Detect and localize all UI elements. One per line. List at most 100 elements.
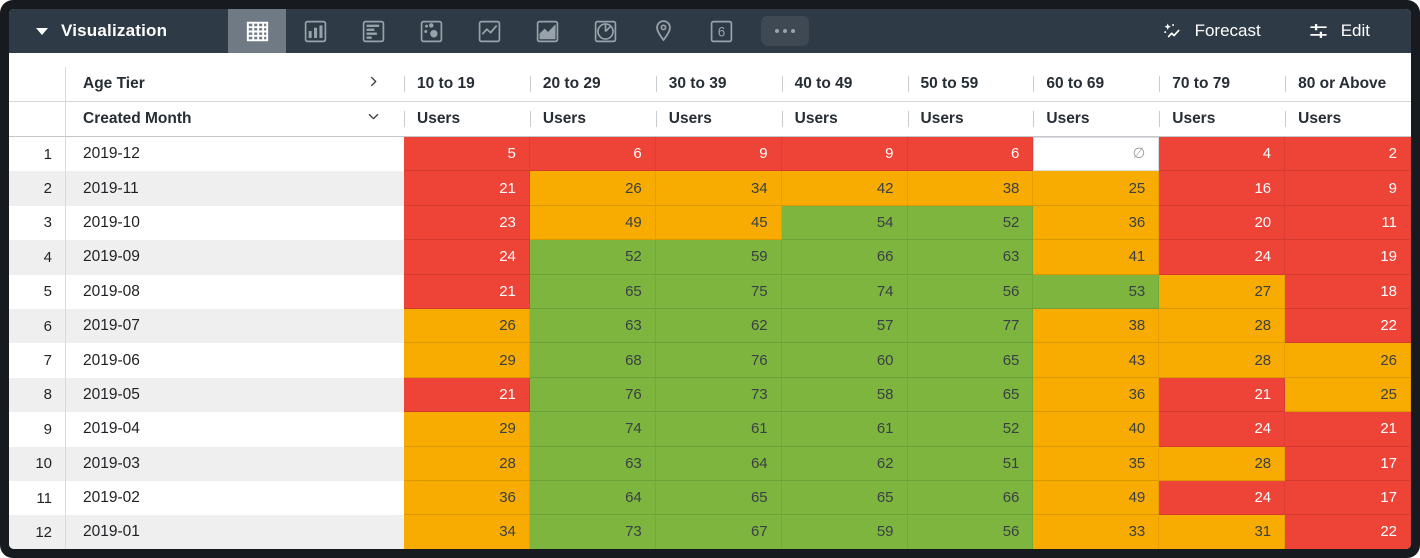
value-cell[interactable]: 74 xyxy=(529,412,656,447)
value-cell[interactable]: 52 xyxy=(907,205,1034,241)
viz-type-scatter-plot[interactable] xyxy=(402,9,460,53)
value-cell[interactable]: 64 xyxy=(655,446,782,481)
month-cell[interactable]: 2019-01 xyxy=(66,515,404,549)
value-cell[interactable]: 18 xyxy=(1285,274,1411,309)
value-cell[interactable]: 36 xyxy=(1033,377,1160,413)
value-cell[interactable]: 24 xyxy=(404,240,530,275)
value-cell[interactable]: 9 xyxy=(781,137,908,172)
value-cell[interactable]: 34 xyxy=(655,171,782,206)
value-cell[interactable]: 66 xyxy=(907,480,1034,516)
value-cell[interactable]: 58 xyxy=(781,377,908,413)
pivot-value-header[interactable]: 60 to 69 xyxy=(1033,67,1160,102)
pivot-value-header[interactable]: 50 to 59 xyxy=(907,67,1034,102)
value-cell[interactable]: 21 xyxy=(1285,412,1411,447)
value-cell[interactable]: 65 xyxy=(907,377,1034,413)
value-cell[interactable]: 40 xyxy=(1033,412,1160,447)
value-cell[interactable]: 59 xyxy=(655,240,782,275)
value-cell[interactable]: 73 xyxy=(655,377,782,413)
value-cell[interactable]: 9 xyxy=(1285,171,1411,206)
value-cell[interactable]: 20 xyxy=(1159,205,1286,241)
value-cell[interactable]: 57 xyxy=(781,308,908,344)
month-cell[interactable]: 2019-11 xyxy=(66,171,404,206)
value-cell[interactable]: 53 xyxy=(1033,274,1160,309)
measure-header[interactable]: Users xyxy=(1159,102,1286,137)
value-cell[interactable]: 73 xyxy=(529,515,656,549)
month-cell[interactable]: 2019-05 xyxy=(66,377,404,413)
value-cell[interactable]: 63 xyxy=(907,240,1034,275)
value-cell[interactable]: 33 xyxy=(1033,515,1160,549)
measure-header[interactable]: Users xyxy=(1285,102,1411,137)
pivot-value-header[interactable]: 70 to 79 xyxy=(1159,67,1286,102)
value-cell[interactable]: 36 xyxy=(404,480,530,516)
value-cell[interactable]: 52 xyxy=(907,412,1034,447)
value-cell[interactable]: 17 xyxy=(1285,446,1411,481)
viz-type-pie-chart[interactable] xyxy=(576,9,634,53)
value-cell[interactable]: 28 xyxy=(1159,446,1286,481)
row-field-header[interactable]: Created Month xyxy=(66,102,404,137)
value-cell[interactable]: 2 xyxy=(1285,137,1411,172)
month-cell[interactable]: 2019-08 xyxy=(66,274,404,309)
value-cell[interactable]: 31 xyxy=(1159,515,1286,549)
value-cell[interactable]: 51 xyxy=(907,446,1034,481)
value-cell[interactable]: 45 xyxy=(655,205,782,241)
pivot-value-header[interactable]: 30 to 39 xyxy=(655,67,782,102)
value-cell[interactable]: 28 xyxy=(404,446,530,481)
value-cell[interactable]: 28 xyxy=(1159,308,1286,344)
value-cell[interactable]: 38 xyxy=(907,171,1034,206)
value-cell[interactable]: 65 xyxy=(529,274,656,309)
month-cell[interactable]: 2019-10 xyxy=(66,205,404,241)
value-cell[interactable]: 43 xyxy=(1033,343,1160,378)
value-cell[interactable]: 56 xyxy=(907,274,1034,309)
value-cell[interactable]: 63 xyxy=(529,308,656,344)
value-cell[interactable]: 65 xyxy=(781,480,908,516)
visualization-section-toggle[interactable]: Visualization xyxy=(9,9,228,53)
value-cell[interactable]: 26 xyxy=(404,308,530,344)
value-cell[interactable]: 16 xyxy=(1159,171,1286,206)
value-cell[interactable]: 77 xyxy=(907,308,1034,344)
value-cell[interactable]: 28 xyxy=(1159,343,1286,378)
value-cell[interactable]: 63 xyxy=(529,446,656,481)
month-cell[interactable]: 2019-03 xyxy=(66,446,404,481)
value-cell[interactable]: 21 xyxy=(404,171,530,206)
value-cell[interactable]: 34 xyxy=(404,515,530,549)
month-cell[interactable]: 2019-04 xyxy=(66,412,404,447)
value-cell[interactable]: 5 xyxy=(404,137,530,172)
value-cell[interactable]: 21 xyxy=(404,377,530,413)
viz-type-bar-chart[interactable] xyxy=(344,9,402,53)
pivot-value-header[interactable]: 10 to 19 xyxy=(404,67,530,102)
viz-type-map[interactable] xyxy=(634,9,692,53)
viz-type-single-value[interactable]: 6 xyxy=(692,9,750,53)
value-cell[interactable]: 17 xyxy=(1285,480,1411,516)
value-cell[interactable]: 56 xyxy=(907,515,1034,549)
measure-header[interactable]: Users xyxy=(529,102,656,137)
value-cell[interactable]: 65 xyxy=(907,343,1034,378)
value-cell[interactable]: 11 xyxy=(1285,205,1411,241)
value-cell[interactable]: 76 xyxy=(529,377,656,413)
value-cell[interactable]: 21 xyxy=(1159,377,1286,413)
month-cell[interactable]: 2019-07 xyxy=(66,308,404,344)
value-cell[interactable]: 23 xyxy=(404,205,530,241)
edit-button[interactable]: Edit xyxy=(1284,9,1393,53)
measure-header[interactable]: Users xyxy=(1033,102,1160,137)
value-cell[interactable]: 60 xyxy=(781,343,908,378)
value-cell[interactable]: 41 xyxy=(1033,240,1160,275)
chevron-right-icon[interactable] xyxy=(366,74,381,94)
value-cell[interactable]: 67 xyxy=(655,515,782,549)
value-cell[interactable]: 9 xyxy=(655,137,782,172)
value-cell[interactable]: 24 xyxy=(1159,480,1286,516)
viz-type-more-options[interactable] xyxy=(750,9,820,53)
value-cell[interactable]: 19 xyxy=(1285,240,1411,275)
value-cell[interactable]: 21 xyxy=(404,274,530,309)
value-cell[interactable]: 6 xyxy=(907,137,1034,172)
value-cell[interactable]: 61 xyxy=(781,412,908,447)
value-cell[interactable]: 22 xyxy=(1285,515,1411,549)
value-cell[interactable]: 42 xyxy=(781,171,908,206)
forecast-button[interactable]: Forecast xyxy=(1138,9,1284,53)
month-cell[interactable]: 2019-06 xyxy=(66,343,404,378)
value-cell[interactable]: 38 xyxy=(1033,308,1160,344)
pivot-field-header[interactable]: Age Tier xyxy=(66,67,404,102)
value-cell[interactable]: 62 xyxy=(781,446,908,481)
value-cell[interactable]: 22 xyxy=(1285,308,1411,344)
value-cell[interactable]: 6 xyxy=(529,137,656,172)
value-cell[interactable]: 54 xyxy=(781,205,908,241)
